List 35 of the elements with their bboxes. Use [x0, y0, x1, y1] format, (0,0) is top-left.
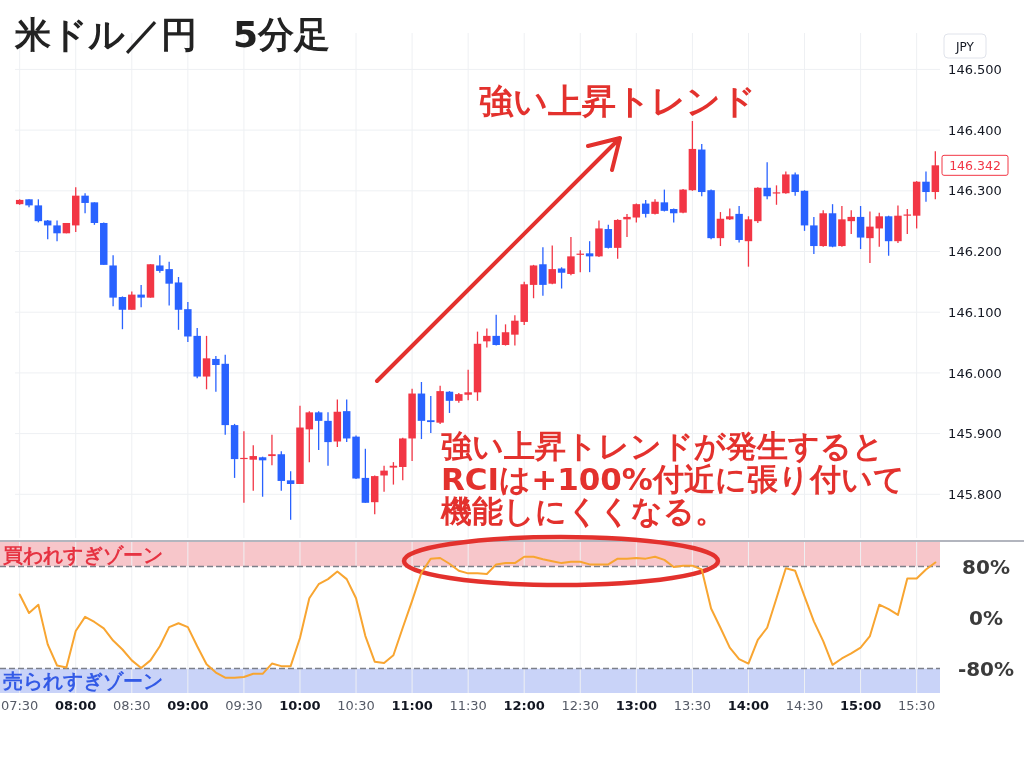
x-tick-label: 13:00 — [615, 698, 658, 713]
band-label: 売られすぎゾーン — [3, 669, 163, 693]
band-label: 買われすぎゾーン — [2, 543, 163, 567]
x-tick-label: 12:30 — [561, 698, 600, 713]
chart-title: 米ドル／円 5分足 — [14, 14, 331, 55]
x-tick-label: 14:00 — [727, 698, 770, 713]
y-tick-label: 146.000 — [948, 365, 1002, 381]
x-tick-label: 08:30 — [113, 698, 151, 713]
y-tick-label: 145.900 — [948, 426, 1002, 442]
y-tick-label: 146.100 — [948, 304, 1002, 320]
x-tick-label: 11:30 — [449, 698, 487, 713]
y-tick-label: 146.200 — [948, 244, 1002, 260]
x-tick-label: 10:30 — [337, 698, 375, 713]
y-tick-label: 146.400 — [948, 122, 1002, 138]
y-tick-label: 0% — [969, 605, 1003, 630]
annotation: 強い上昇トレンド — [478, 81, 756, 121]
x-tick-label: 13:30 — [673, 698, 712, 713]
x-tick-label: 08:00 — [55, 698, 97, 713]
text: 146.342 — [949, 157, 1001, 173]
x-tick-label: 12:00 — [503, 698, 545, 713]
y-tick-label: 146.300 — [948, 183, 1002, 199]
y-tick-label: 146.500 — [948, 62, 1002, 78]
x-tick-label: 09:00 — [167, 698, 209, 713]
y-tick-label: -80% — [957, 656, 1015, 681]
x-tick-label: 09:30 — [225, 698, 263, 713]
y-tick-label: 80% — [962, 554, 1010, 579]
x-tick-label: 14:30 — [785, 698, 824, 713]
x-tick-label: 15:30 — [897, 698, 936, 713]
x-tick-label: 15:00 — [839, 698, 882, 713]
x-tick-label: 10:00 — [279, 698, 321, 713]
x-tick-label: 11:00 — [391, 698, 433, 713]
annotation: 強い上昇トレンドが発生すると — [441, 428, 884, 464]
y-tick-label: 145.800 — [948, 486, 1002, 502]
x-tick-label: 07:30 — [0, 698, 39, 713]
y-axis-title: JPY — [955, 39, 975, 54]
